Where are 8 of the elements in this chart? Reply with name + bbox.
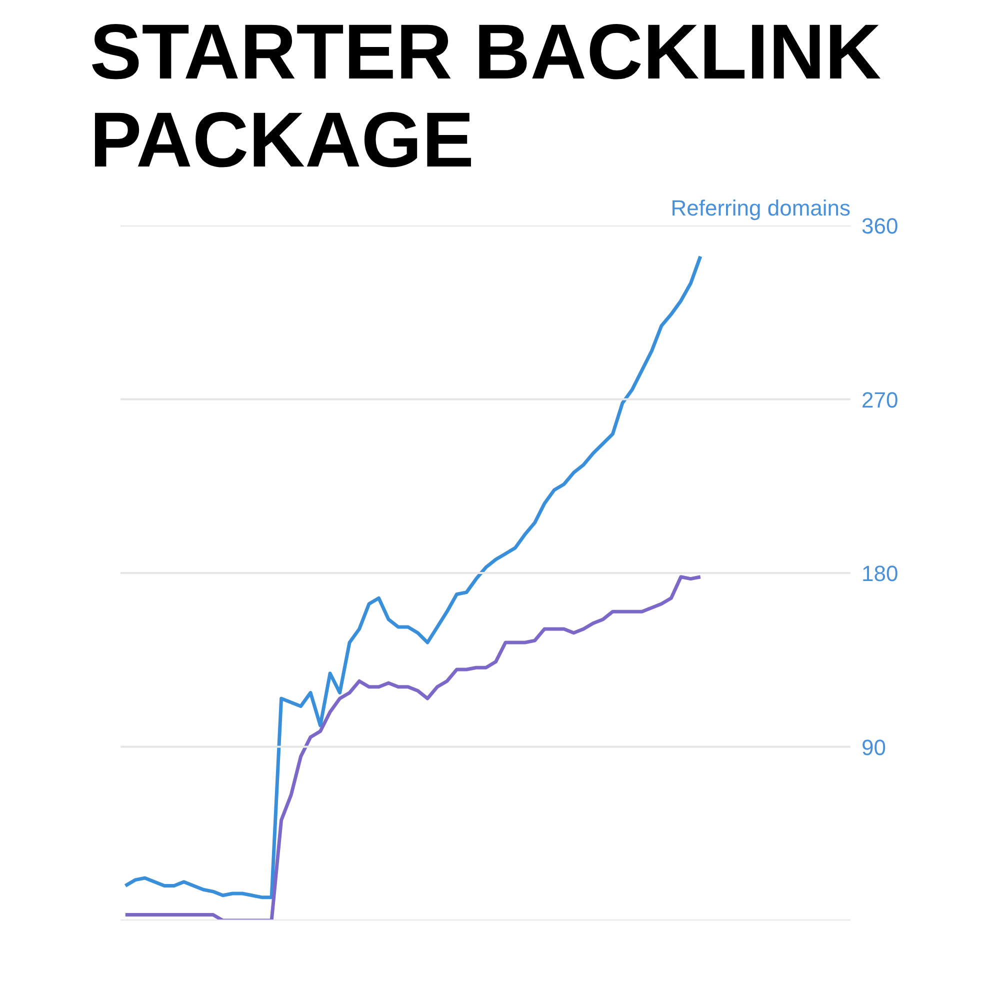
y-tick-label: 90 [862, 734, 886, 760]
y-tick-label: 180 [862, 561, 898, 586]
line-series [124, 575, 702, 920]
y-tick-label: 270 [862, 387, 898, 412]
line-series [124, 254, 702, 900]
chart-title: STARTER BACKLINK PACKAGE [90, 8, 882, 184]
y-tick-label: 360 [862, 214, 898, 238]
y-axis-title: Referring domains [670, 196, 850, 220]
